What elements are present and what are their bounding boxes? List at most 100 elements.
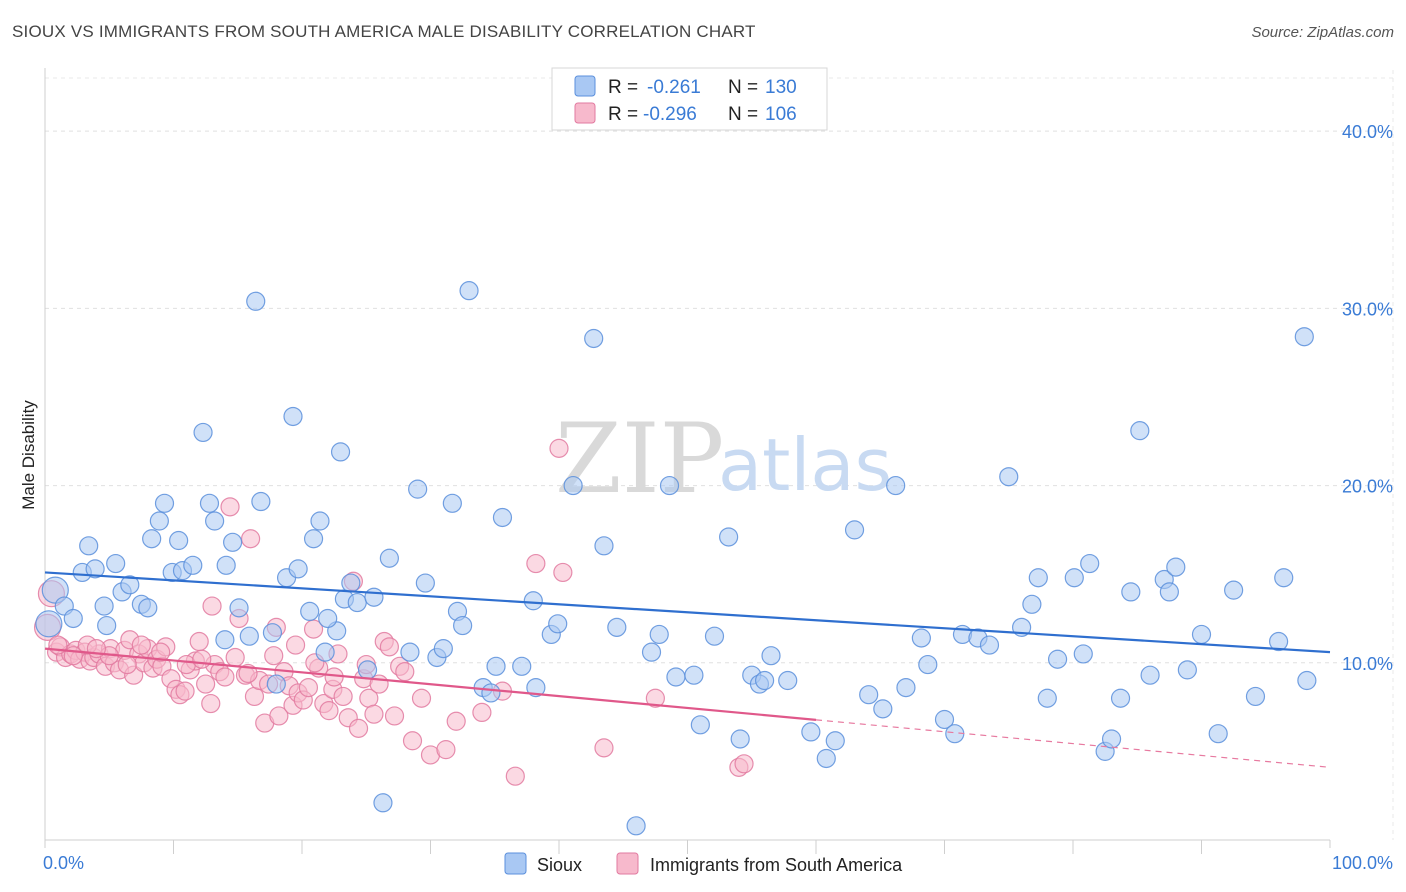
legend-box: R = -0.261 N = 130 R = -0.296 N = 106 [551, 67, 828, 131]
sioux-point-24 [216, 555, 236, 575]
sioux-point-127 [215, 630, 235, 650]
sioux-point-115 [1177, 660, 1197, 680]
sioux-point-29 [251, 491, 271, 512]
sioux-point-71 [666, 667, 686, 687]
bottom-legend-label-immigrants: Immigrants from South America [650, 855, 903, 875]
sioux-point-8 [97, 615, 117, 636]
immigrant-point-83 [549, 438, 569, 458]
legend-r-label-sioux: R = [608, 77, 638, 98]
sioux-point-122 [1294, 327, 1314, 347]
watermark: ZIP atlas [555, 403, 892, 515]
sioux-point-91 [918, 654, 938, 675]
immigrant-point-39 [225, 647, 245, 668]
sioux-point-23 [205, 511, 225, 531]
immigrant-point-92 [131, 635, 151, 655]
sioux-point-76 [730, 729, 750, 749]
sioux-point-53 [442, 493, 462, 513]
sioux-point-42 [341, 573, 361, 593]
sioux-point-34 [288, 559, 308, 579]
sioux-point-18 [169, 530, 189, 551]
watermark-atlas: atlas [718, 423, 892, 507]
sioux-point-62 [526, 677, 546, 698]
legend-r-value-sioux: -0.261 [647, 77, 701, 98]
immigrant-point-81 [505, 766, 525, 786]
immigrant-point-32 [189, 631, 209, 652]
bottom-legend-label-sioux: Sioux [537, 855, 582, 875]
sioux-point-45 [364, 587, 384, 607]
bottom-legend-swatch-immigrants [616, 852, 639, 875]
sioux-point-126 [318, 608, 338, 629]
sioux-point-21 [193, 422, 213, 443]
x-tick-label-1: 100.0% [1332, 853, 1393, 873]
sioux-point-59 [486, 656, 506, 676]
y-tick-label-1: 20.0% [1342, 477, 1393, 497]
immigrant-point-29 [175, 681, 195, 701]
sioux-point-66 [584, 328, 604, 349]
sioux-point-14 [142, 529, 162, 549]
sioux-point-56 [459, 281, 479, 301]
immigrants-trend-line-extrapolated [815, 719, 1331, 768]
sioux-point-3 [63, 608, 83, 629]
immigrant-point-86 [645, 688, 665, 708]
sioux-point-103 [1064, 568, 1084, 588]
sioux-point-84 [825, 731, 845, 751]
sioux-point-49 [408, 479, 428, 499]
sioux-point-105 [1080, 553, 1100, 574]
sioux-point-35 [300, 601, 320, 622]
sioux-point-104 [1073, 644, 1093, 664]
sioux-point-113 [1159, 582, 1179, 602]
sioux-point-101 [1037, 688, 1057, 708]
x-tick-labels: 0.0% 100.0% [43, 853, 1393, 873]
sioux-point-107 [1101, 729, 1122, 749]
sioux-point-102 [1047, 649, 1068, 669]
immigrant-point-33 [196, 674, 216, 694]
immigrant-point-70 [379, 637, 399, 657]
sioux-point-70 [659, 475, 680, 496]
chart-source: Source: ZipAtlas.com [1251, 24, 1394, 41]
sioux-point-125 [523, 591, 543, 611]
sioux-point-22 [199, 493, 220, 513]
sioux-point-61 [512, 656, 532, 676]
immigrant-point-88 [734, 754, 754, 774]
sioux-point-48 [400, 642, 420, 662]
sioux-point-31 [266, 674, 286, 694]
legend-swatch-sioux [574, 75, 596, 97]
grid-lines [45, 70, 1394, 840]
sioux-point-11 [120, 575, 140, 595]
sioux-point-120 [1268, 631, 1289, 652]
y-tick-label-3: 40.0% [1342, 122, 1393, 142]
immigrant-point-84 [553, 562, 573, 583]
trend-lines [44, 571, 1331, 768]
bottom-legend-swatch-sioux [504, 852, 527, 875]
sioux-point-128 [607, 617, 627, 637]
sioux-point-114 [1166, 557, 1186, 577]
immigrant-point-105 [192, 649, 212, 669]
sioux-point-89 [896, 677, 916, 698]
sioux-point-85 [844, 520, 865, 540]
legend-frame [551, 67, 828, 131]
sioux-point-52 [433, 639, 453, 659]
sioux-point-65 [563, 475, 583, 496]
sioux-point-100 [1028, 568, 1048, 588]
legend-r-label-immigrants: R = [608, 104, 638, 125]
sioux-point-37 [310, 511, 330, 531]
immigrant-point-103 [63, 646, 83, 666]
legend-n-value-immigrants: 106 [765, 104, 797, 125]
immigrant-point-75 [411, 688, 432, 708]
legend-n-label-sioux: N = [728, 77, 758, 98]
sioux-point-118 [1224, 580, 1244, 600]
sioux-point-26 [229, 598, 249, 618]
sioux-point-124 [626, 816, 646, 836]
immigrant-point-77 [436, 740, 456, 760]
sioux-point-15 [149, 511, 169, 531]
immigrant-point-61 [333, 686, 353, 707]
sioux-point-73 [690, 715, 710, 735]
immigrant-point-38 [220, 497, 240, 517]
sioux-point-50 [415, 573, 435, 593]
chart-title: SIOUX VS IMMIGRANTS FROM SOUTH AMERICA M… [12, 22, 756, 41]
sioux-point-9 [106, 553, 126, 574]
immigrant-point-43 [244, 686, 265, 707]
sioux-point-0 [35, 610, 63, 638]
immigrant-point-101 [151, 642, 171, 662]
